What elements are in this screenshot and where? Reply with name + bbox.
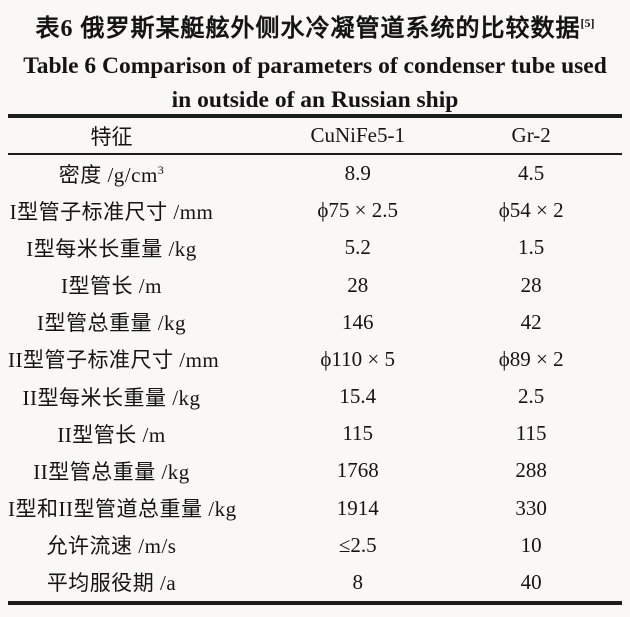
table-title-chinese-text: 表6 俄罗斯某艇舷外侧水冷凝管道系统的比较数据 <box>35 16 581 42</box>
value-gr-2: ϕ89 × 2 <box>498 346 564 371</box>
value-cunife5-1: 1768 <box>336 458 379 483</box>
value-cunife5-1: 8.9 <box>344 161 371 186</box>
table-row: II型管子标准尺寸 /mm ϕ110 × 5 ϕ89 × 2 <box>8 341 622 378</box>
header-cunife5-1: CuNiFe5-1 <box>310 123 405 147</box>
table-bottom-rule <box>8 601 622 605</box>
row-label: 密度 /g/cm3 <box>58 162 165 187</box>
row-label: I型管子标准尺寸 /mm <box>9 199 214 224</box>
table-row: I型管长 /m 28 28 <box>8 267 622 304</box>
table-row: 平均服役期 /a 8 40 <box>8 564 622 601</box>
row-label: II型管子标准尺寸 /mm <box>8 348 220 373</box>
row-label-superscript: 3 <box>157 162 165 177</box>
table-title-english-line1: Table 6 Comparison of parameters of cond… <box>23 53 607 79</box>
table-row: 允许流速 /m/s ≤2.5 10 <box>8 527 622 564</box>
header-feature: 特征 <box>90 124 133 149</box>
table-header-rule <box>8 153 622 155</box>
value-gr-2: 10 <box>520 532 542 557</box>
table-title-english: Table 6 Comparison of parameters of cond… <box>0 50 630 117</box>
citation-ref: [5] <box>580 16 595 30</box>
value-cunife5-1: 28 <box>347 272 369 297</box>
value-cunife5-1: 115 <box>342 421 374 446</box>
row-label: I型和II型管道总重量 /kg <box>8 497 237 522</box>
value-gr-2: 28 <box>520 272 542 297</box>
value-cunife5-1: ≤2.5 <box>338 532 377 557</box>
value-gr-2: ϕ54 × 2 <box>498 198 564 223</box>
table-row: II型管总重量 /kg 1768 288 <box>8 452 622 489</box>
value-gr-2: 115 <box>515 421 547 446</box>
value-cunife5-1: 8 <box>352 569 363 594</box>
row-label: II型管总重量 /kg <box>33 459 190 484</box>
value-cunife5-1: 15.4 <box>339 384 377 409</box>
table-row: 密度 /g/cm3 8.9 4.5 <box>8 155 622 192</box>
value-cunife5-1: ϕ75 × 2.5 <box>317 198 399 223</box>
table-top-rule <box>8 114 622 118</box>
value-gr-2: 4.5 <box>518 161 545 186</box>
row-label: I型管总重量 /kg <box>36 311 187 336</box>
table-title-english-line2: in outside of an Russian ship <box>171 87 459 113</box>
table-row: I型每米长重量 /kg 5.2 1.5 <box>8 229 622 266</box>
table-row: I型和II型管道总重量 /kg 1914 330 <box>8 490 622 527</box>
row-label: II型管长 /m <box>57 422 166 447</box>
value-gr-2: 330 <box>515 495 547 520</box>
value-cunife5-1: 1914 <box>336 495 379 520</box>
table-row: I型管总重量 /kg 146 42 <box>8 304 622 341</box>
table-title-chinese: 表6 俄罗斯某艇舷外侧水冷凝管道系统的比较数据[5] <box>0 0 630 45</box>
table-header-row: 特征 CuNiFe5-1 Gr-2 <box>8 118 622 153</box>
value-cunife5-1: 5.2 <box>344 235 371 260</box>
table-row: I型管子标准尺寸 /mm ϕ75 × 2.5 ϕ54 × 2 <box>8 192 622 229</box>
value-gr-2: 1.5 <box>518 235 545 260</box>
value-gr-2: 2.5 <box>518 384 545 409</box>
value-cunife5-1: 146 <box>341 309 374 334</box>
value-gr-2: 40 <box>520 569 542 594</box>
table-body: 密度 /g/cm3 8.9 4.5 I型管子标准尺寸 /mm ϕ75 × 2.5 ϕ54 … <box>8 155 622 601</box>
table-row: II型管长 /m 115 115 <box>8 415 622 452</box>
table-row: II型每米长重量 /kg 15.4 2.5 <box>8 378 622 415</box>
value-cunife5-1: ϕ110 × 5 <box>320 346 395 371</box>
value-gr-2: 42 <box>520 309 542 334</box>
row-label: 平均服役期 /a <box>46 571 177 596</box>
row-label: I型管长 /m <box>61 274 162 299</box>
header-gr-2: Gr-2 <box>511 123 551 147</box>
row-label: II型每米长重量 /kg <box>22 385 201 410</box>
value-gr-2: 288 <box>515 458 547 483</box>
row-label: 允许流速 /m/s <box>46 534 177 559</box>
row-label: I型每米长重量 /kg <box>26 236 197 261</box>
